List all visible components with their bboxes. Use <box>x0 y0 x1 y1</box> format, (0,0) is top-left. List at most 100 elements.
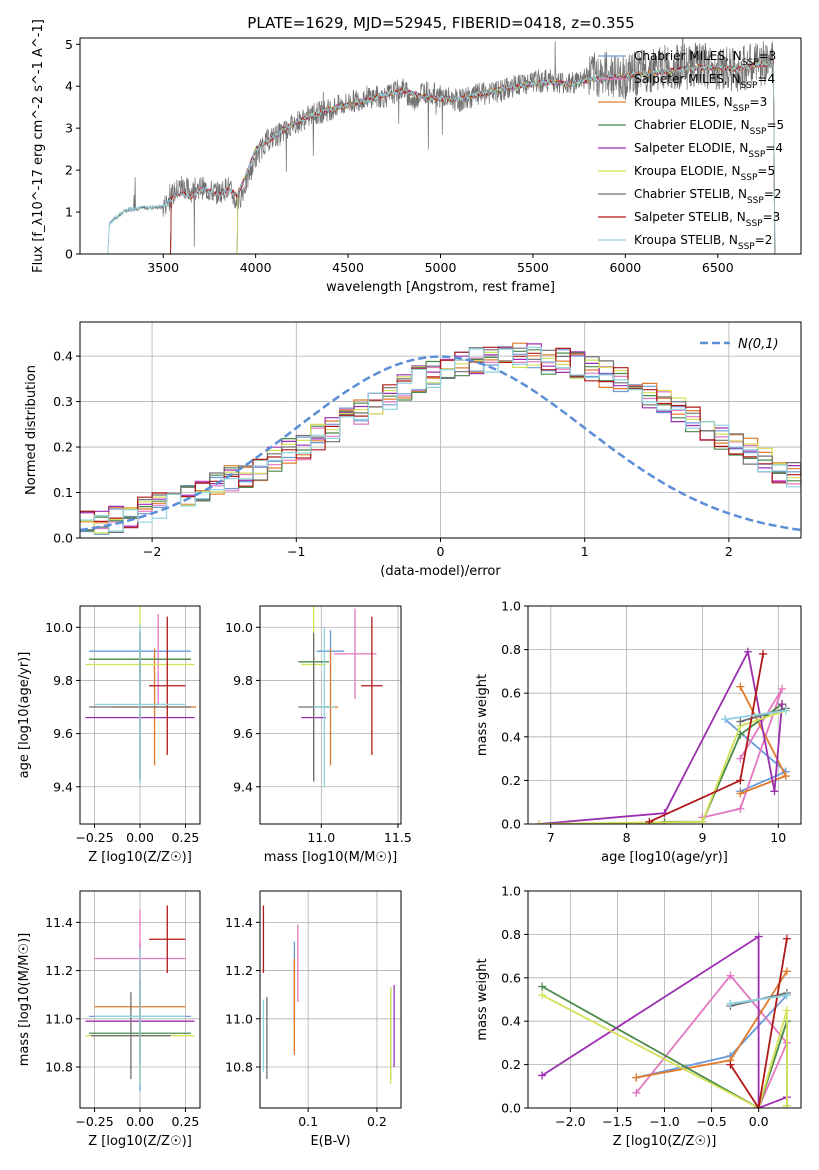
y-tick-label: 9.8 <box>233 673 253 688</box>
panel-weight-vs-Z: −2.0 −1.5 −1.0 −0.5 0.0 0.0 0.2 0.4 0.6 0.8 1.0 Z [… <box>475 884 802 1149</box>
weight-marker <box>778 684 787 693</box>
weight-marker <box>736 754 745 763</box>
y-tick-label: 0.8 <box>501 642 521 657</box>
weight-marker <box>754 1104 763 1108</box>
spectrum-data-line <box>107 38 776 254</box>
x-tick-label: 9 <box>698 830 706 845</box>
legend-label: Kroupa ELODIE, NSSP=5 <box>634 164 775 183</box>
y-tick-label: 9.4 <box>233 779 253 794</box>
y-tick-label: 10.0 <box>45 620 73 635</box>
y-tick-label: 2 <box>65 163 73 178</box>
panel-age-vs-mass: 11.0 11.5 9.4 9.6 9.8 10.0 mass [log10(M/M☉)] <box>225 605 412 865</box>
x-tick-label: 0.25 <box>172 830 200 845</box>
x-tick-label: 11.0 <box>307 830 335 845</box>
x-axis-label: wavelength [Angstrom, rest frame] <box>326 280 555 295</box>
y-axis-label: Flux [f_λ10^-17 erg cm^-2 s^-1 A^-1] <box>31 19 46 273</box>
weight-marker <box>726 971 735 980</box>
x-tick-label: 5500 <box>517 260 549 275</box>
weight-marker <box>743 647 752 656</box>
x-axis-label: E(B-V) <box>310 1134 350 1149</box>
weight-marker <box>736 682 745 691</box>
x-axis-label: (data-model)/error <box>380 564 501 579</box>
axes-frame <box>527 605 802 825</box>
x-tick-label: 5000 <box>425 260 457 275</box>
weight-marker <box>782 991 791 1000</box>
x-tick-label: 10 <box>770 830 786 845</box>
histogram-step-line <box>80 346 801 532</box>
weight-marker <box>538 1071 547 1080</box>
y-tick-label: 9.6 <box>233 726 253 741</box>
y-tick-label: 0.2 <box>501 1057 521 1072</box>
x-tick-label: 0.1 <box>298 1114 318 1129</box>
weight-line <box>740 707 787 723</box>
y-tick-label: 11.4 <box>225 915 253 930</box>
histogram-step-line <box>80 343 801 528</box>
x-tick-label: 4000 <box>240 260 272 275</box>
y-tick-label: 9.4 <box>53 779 73 794</box>
weight-marker <box>726 999 735 1008</box>
y-tick-label: 11.0 <box>45 1011 73 1026</box>
weight-marker <box>770 787 779 796</box>
x-tick-label: 11.5 <box>384 830 412 845</box>
x-tick-label: 0.0 <box>749 1114 769 1129</box>
legend-label: Salpeter STELIB, NSSP=3 <box>634 210 780 229</box>
figure-title: PLATE=1629, MJD=52945, FIBERID=0418, z=0… <box>247 14 634 32</box>
histogram-step-line <box>80 354 801 530</box>
legend-label: Kroupa STELIB, NSSP=2 <box>634 233 772 252</box>
weight-line <box>725 709 786 721</box>
weight-line <box>730 994 788 1005</box>
weight-marker <box>782 1101 791 1108</box>
x-tick-label: −1 <box>287 544 305 559</box>
weight-marker <box>759 649 768 658</box>
y-tick-label: 0.3 <box>53 394 73 409</box>
y-tick-label: 11.2 <box>225 963 253 978</box>
x-tick-label: 2 <box>725 544 733 559</box>
y-tick-label: 10.8 <box>225 1060 253 1075</box>
y-tick-label: 1.0 <box>501 599 521 614</box>
weight-marker <box>781 706 790 715</box>
y-tick-label: 10.8 <box>45 1060 73 1075</box>
y-tick-label: 0.1 <box>53 485 73 500</box>
y-tick-label: 0.6 <box>501 970 521 985</box>
y-tick-label: 11.4 <box>45 915 73 930</box>
histogram-step-line <box>80 347 801 533</box>
x-tick-label: −0.5 <box>696 1114 726 1129</box>
x-tick-label: 0.00 <box>126 1114 154 1129</box>
x-tick-label: 7 <box>547 830 555 845</box>
x-tick-label: 6500 <box>702 260 734 275</box>
axes-frame <box>259 890 402 1109</box>
weight-marker <box>782 934 791 943</box>
legend-label: Salpeter MILES, NSSP=4 <box>634 72 775 91</box>
y-tick-label: 1.0 <box>501 884 521 899</box>
weight-marker <box>782 1006 791 1015</box>
y-tick-label: 0.0 <box>501 1101 521 1116</box>
legend-label: Kroupa MILES, NSSP=3 <box>634 95 767 114</box>
x-tick-label: 1 <box>581 544 589 559</box>
axes-frame <box>259 605 402 825</box>
weight-line <box>729 938 788 1108</box>
weight-line <box>541 934 788 1108</box>
y-axis-label: mass weight <box>475 674 490 756</box>
y-axis-label: mass weight <box>475 958 490 1040</box>
panel-weight-vs-age: 7 8 9 10 0.0 0.2 0.4 0.6 0.8 1.0 age [log10(age/yr… <box>475 599 802 865</box>
x-axis-label: Z [log10(Z/Z☉)] <box>88 850 192 865</box>
y-tick-label: 11.2 <box>45 963 73 978</box>
weight-marker <box>721 715 730 724</box>
y-tick-label: 5 <box>65 37 73 52</box>
x-tick-label: −1.0 <box>649 1114 679 1129</box>
weight-marker <box>726 1060 735 1069</box>
x-tick-label: 6000 <box>609 260 641 275</box>
plot-area <box>107 38 776 254</box>
x-tick-label: 0.2 <box>367 1114 387 1129</box>
x-axis-label: Z [log10(Z/Z☉)] <box>613 1134 717 1149</box>
x-tick-label: −0.25 <box>75 1114 113 1129</box>
y-tick-label: 11.0 <box>225 1011 253 1026</box>
y-tick-label: 0.0 <box>53 531 73 546</box>
plot-area <box>85 905 195 1092</box>
y-tick-label: 4 <box>65 79 73 94</box>
x-tick-label: −2.0 <box>555 1114 585 1129</box>
plot-area <box>80 342 801 535</box>
plot-area <box>262 905 395 1084</box>
weight-marker <box>538 991 547 1000</box>
